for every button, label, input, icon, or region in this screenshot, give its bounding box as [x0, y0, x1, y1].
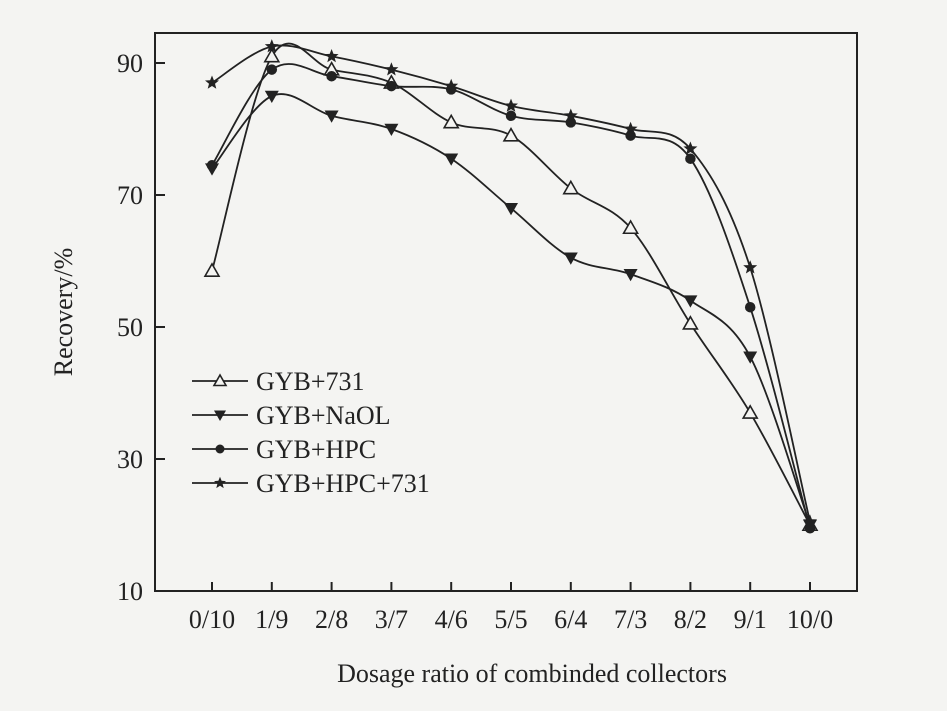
data-point-marker — [203, 262, 221, 277]
y-axis-title: Recovery/% — [49, 248, 78, 377]
y-tick-label: 70 — [117, 181, 143, 210]
legend-label: GYB+731 — [256, 367, 365, 396]
data-point-marker — [623, 268, 638, 282]
data-point-marker — [682, 315, 699, 330]
legend-marker — [215, 444, 225, 454]
data-point-marker — [444, 153, 459, 166]
legend-marker — [212, 373, 228, 387]
data-point-marker — [803, 514, 817, 528]
x-tick-label: 10/0 — [787, 605, 833, 634]
legend: GYB+731 GYB+NaOL GYB+HPC GYB+HPC+731 — [192, 367, 430, 498]
data-point-marker — [562, 179, 580, 195]
y-axis-ticks: 10 30 50 70 90 — [117, 49, 165, 606]
y-tick-label: 90 — [117, 49, 143, 78]
legend-marker — [214, 476, 226, 489]
data-point-marker — [386, 80, 397, 92]
data-point-marker — [741, 404, 759, 419]
x-tick-label: 2/8 — [315, 605, 348, 634]
data-point-marker — [505, 110, 517, 122]
data-point-marker — [502, 126, 520, 142]
data-point-marker — [563, 252, 578, 265]
data-point-marker — [563, 108, 578, 122]
data-point-marker — [622, 219, 639, 235]
x-tick-label: 1/9 — [255, 605, 288, 634]
data-point-marker — [384, 62, 399, 76]
data-point-marker — [743, 260, 758, 274]
data-point-marker — [504, 98, 518, 112]
series-markers — [203, 39, 819, 534]
x-axis-ticks: 0/10 1/9 2/8 3/7 4/6 5/5 6/4 7/3 8/2 9/1 10/0 — [189, 582, 833, 634]
y-tick-label: 50 — [117, 313, 143, 342]
data-point-marker — [324, 110, 339, 123]
data-point-marker — [442, 113, 460, 129]
data-point-marker — [444, 78, 459, 92]
data-point-marker — [623, 121, 638, 135]
legend-label: GYB+HPC+731 — [256, 469, 430, 498]
y-tick-label: 30 — [117, 445, 143, 474]
x-tick-label: 4/6 — [435, 605, 468, 634]
data-point-marker — [205, 75, 219, 89]
data-point-marker — [206, 160, 218, 171]
x-tick-label: 8/2 — [674, 605, 707, 634]
data-point-marker — [685, 153, 696, 164]
data-point-marker — [744, 301, 756, 313]
x-axis-title: Dosage ratio of combinded collectors — [337, 659, 727, 688]
x-tick-label: 6/4 — [554, 605, 587, 634]
data-point-marker — [683, 141, 698, 155]
data-point-marker — [504, 202, 518, 216]
x-tick-label: 7/3 — [614, 605, 647, 634]
data-point-marker — [326, 70, 337, 82]
x-tick-label: 5/5 — [494, 605, 527, 634]
data-point-marker — [384, 123, 399, 136]
data-point-marker — [743, 351, 758, 364]
data-point-marker — [324, 49, 339, 63]
y-tick-label: 10 — [117, 577, 143, 606]
legend-marker — [214, 410, 226, 421]
data-point-marker — [264, 39, 279, 53]
x-tick-label: 9/1 — [734, 605, 767, 634]
data-point-marker — [266, 64, 278, 75]
legend-label: GYB+HPC — [256, 435, 376, 464]
legend-label: GYB+NaOL — [256, 401, 391, 430]
plot-frame — [154, 32, 858, 592]
data-point-marker — [683, 295, 698, 308]
series-line — [211, 63, 811, 529]
x-tick-label: 3/7 — [375, 605, 408, 634]
data-point-marker — [263, 47, 281, 63]
x-tick-label: 0/10 — [189, 605, 235, 634]
series-line — [211, 93, 811, 526]
data-point-marker — [264, 90, 279, 103]
